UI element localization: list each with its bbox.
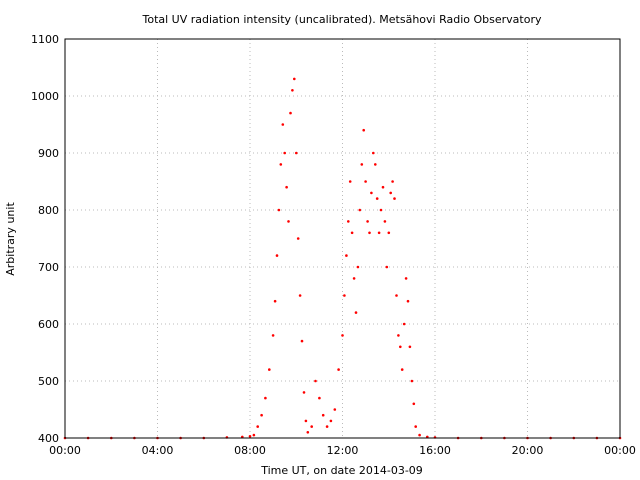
data-point	[406, 299, 410, 303]
data-point	[318, 396, 321, 400]
data-point	[289, 111, 292, 115]
data-point	[395, 294, 398, 297]
data-point	[402, 322, 406, 326]
data-point	[404, 277, 408, 280]
data-point	[354, 311, 358, 314]
data-point	[248, 435, 252, 438]
data-point	[383, 220, 387, 223]
data-point	[295, 151, 298, 155]
data-point	[298, 294, 302, 297]
data-point	[375, 197, 379, 200]
data-point	[325, 425, 329, 428]
y-tick-label: 600	[38, 318, 59, 331]
data-point	[306, 431, 310, 434]
data-point	[418, 433, 421, 437]
data-point	[412, 402, 416, 406]
x-tick-label: 04:00	[142, 444, 174, 457]
data-point	[385, 265, 389, 269]
gridlines	[65, 39, 620, 438]
data-point	[329, 419, 333, 423]
data-point	[377, 231, 381, 235]
plot-frame	[64, 38, 621, 439]
data-point	[352, 277, 356, 280]
data-point	[356, 265, 360, 269]
data-point	[414, 425, 418, 428]
data-point	[314, 379, 317, 383]
data-points	[63, 77, 622, 440]
y-tick-label: 500	[38, 375, 59, 388]
data-point	[321, 413, 325, 417]
data-point	[391, 180, 394, 183]
data-point	[304, 419, 308, 423]
data-point	[268, 368, 271, 371]
data-point	[300, 339, 304, 343]
data-point	[343, 294, 346, 297]
data-point	[387, 231, 391, 235]
y-tick-label: 800	[38, 204, 59, 217]
data-point	[379, 208, 383, 212]
data-point	[370, 191, 373, 195]
data-point	[283, 151, 287, 155]
data-point	[364, 180, 367, 183]
y-axis-label: Arbitrary unit	[4, 202, 17, 276]
data-point	[400, 368, 404, 371]
data-point	[345, 254, 348, 257]
data-point	[348, 180, 352, 183]
data-point	[358, 208, 362, 212]
x-tick-label: 16:00	[419, 444, 451, 457]
data-point	[341, 334, 344, 337]
data-point	[302, 391, 306, 394]
y-tick-label: 400	[38, 432, 59, 445]
data-point	[362, 128, 366, 132]
data-point	[285, 185, 288, 189]
data-point	[368, 231, 371, 235]
data-point	[256, 425, 260, 428]
data-point	[271, 334, 275, 337]
data-point	[374, 163, 377, 166]
data-point	[347, 220, 350, 223]
data-point	[372, 151, 375, 155]
data-point	[264, 396, 267, 400]
x-tick-label: 12:00	[327, 444, 359, 457]
data-point	[393, 197, 396, 200]
data-point	[408, 345, 412, 349]
data-point	[275, 254, 279, 257]
data-point	[333, 408, 337, 411]
data-point	[399, 345, 402, 349]
y-tick-label: 900	[38, 147, 59, 160]
data-point	[310, 425, 314, 428]
data-point	[350, 231, 354, 235]
data-point	[337, 368, 340, 371]
x-tick-label: 08:00	[234, 444, 266, 457]
data-point	[381, 185, 385, 189]
data-point	[296, 237, 300, 240]
y-tick-label: 700	[38, 261, 59, 274]
data-point	[252, 433, 256, 437]
data-point	[287, 220, 290, 223]
data-point	[360, 163, 364, 166]
axis-ticks: 400 500 600 700 800 900 1000 1100 00:00 04:00 08:0…	[31, 33, 636, 457]
data-point	[291, 89, 294, 92]
x-tick-label: 00:00	[604, 444, 636, 457]
data-point	[260, 413, 263, 417]
data-point	[281, 123, 285, 126]
x-tick-label: 20:00	[512, 444, 544, 457]
data-point	[410, 379, 414, 383]
chart-title: Total UV radiation intensity (uncalibrat…	[142, 13, 542, 26]
y-tick-label: 1000	[31, 90, 59, 103]
y-tick-label: 1100	[31, 33, 59, 46]
data-point	[397, 334, 400, 337]
data-point	[277, 208, 281, 212]
data-point	[293, 77, 296, 81]
data-point	[279, 163, 283, 166]
x-tick-label: 00:00	[49, 444, 81, 457]
data-point	[389, 191, 393, 195]
data-point	[273, 299, 277, 303]
x-axis-label: Time UT, on date 2014-03-09	[260, 464, 423, 477]
data-point	[366, 220, 369, 223]
